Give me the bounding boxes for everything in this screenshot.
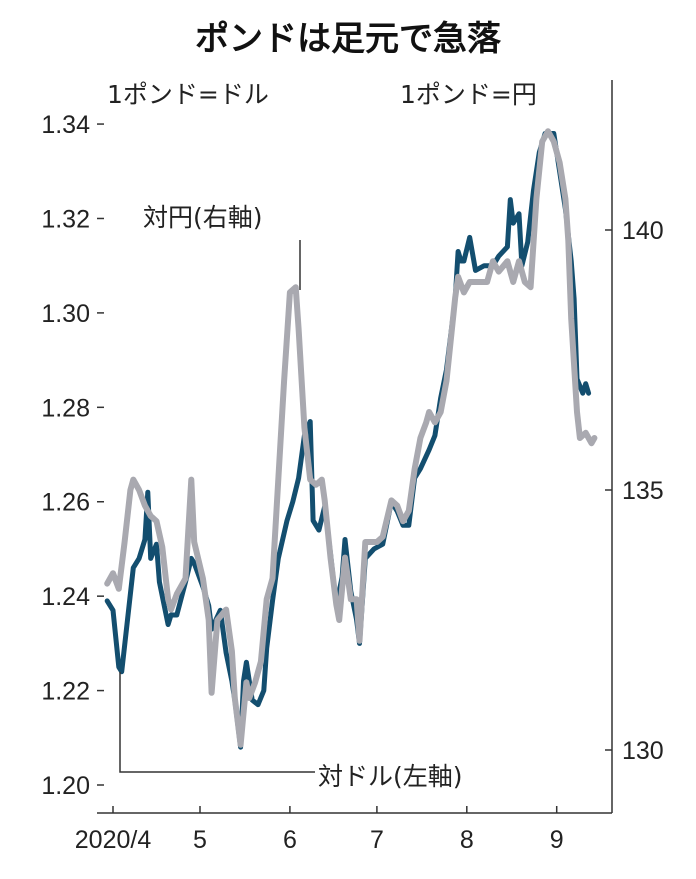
left-tick-label: 1.26 [41,489,90,517]
left-tick-label: 1.20 [41,772,90,800]
left-tick-label: 1.32 [41,205,90,233]
x-tick-label: 2020/4 [75,826,152,854]
right-axis-unit: 1ポンド=円 [400,80,537,109]
left-tick-label: 1.28 [41,394,90,422]
right-tick-label: 140 [622,217,664,245]
jpy-series-line [104,128,598,748]
chart-title: ポンドは足元で急落 [195,19,502,59]
x-axis: 2020/4 5 6 7 8 9 [75,806,564,854]
x-tick-label: 7 [370,826,384,854]
left-tick-label: 1.30 [41,300,90,328]
right-tick-label: 130 [622,737,664,765]
left-axis-unit: 1ポンド=ドル [107,80,269,109]
series-group [104,128,598,750]
x-tick-label: 5 [193,826,207,854]
usd-annotation: 対ドル(左軸) [318,762,463,791]
right-tick-label: 135 [622,477,664,505]
left-tick-label: 1.24 [41,583,90,611]
left-tick-label: 1.34 [41,111,90,139]
right-axis: 130 135 140 [605,217,664,765]
jpy-annotation: 対円(右軸) [143,203,263,232]
x-tick-label: 9 [550,826,564,854]
left-axis: 1.20 1.22 1.24 1.26 1.28 1.30 1.32 1.34 [41,111,104,800]
left-tick-label: 1.22 [41,678,90,706]
x-tick-label: 8 [460,826,474,854]
usd-annotation-leader [119,672,315,773]
x-tick-label: 6 [283,826,297,854]
